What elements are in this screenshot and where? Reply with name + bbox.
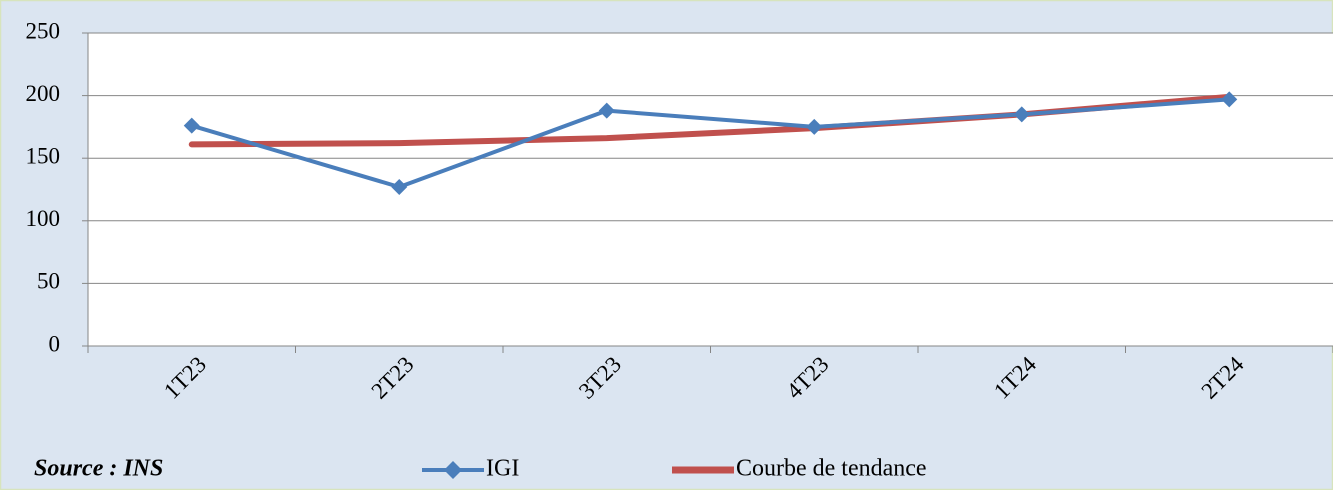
y-tick-label: 200 <box>26 81 61 106</box>
point-marker <box>806 118 823 135</box>
y-tick-label: 250 <box>26 18 61 43</box>
plot-area <box>88 33 1333 346</box>
point-marker <box>183 117 200 134</box>
series-line <box>189 97 1232 189</box>
y-tick-label: 100 <box>26 206 61 231</box>
point-marker <box>598 102 615 119</box>
y-tick-label: 0 <box>49 331 61 356</box>
legend-label: IGI <box>486 456 519 482</box>
point-marker <box>1221 91 1238 108</box>
legend-label: Courbe de tendance <box>736 456 927 482</box>
y-tick-label: 150 <box>26 143 61 168</box>
source-note: Source : INS <box>34 456 163 482</box>
point-marker <box>1013 106 1030 123</box>
legend-marker <box>444 461 462 479</box>
y-tick-label: 50 <box>37 269 60 294</box>
point-marker <box>391 178 408 195</box>
